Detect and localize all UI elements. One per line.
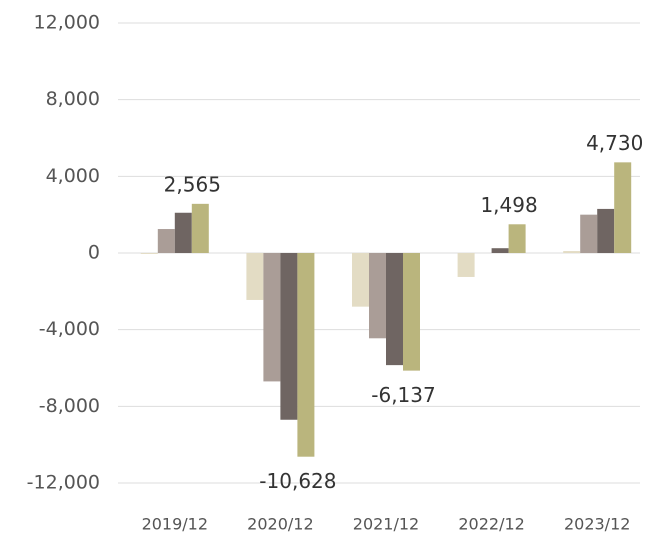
- bar: [140, 253, 158, 254]
- data-label: 1,498: [480, 193, 537, 217]
- bar: [246, 253, 264, 300]
- x-tick-label: 2023/12: [564, 515, 630, 534]
- bar: [563, 251, 581, 253]
- y-tick-label: 4,000: [46, 165, 100, 187]
- bar: [580, 214, 598, 253]
- bar: [597, 208, 615, 253]
- bar: [280, 253, 298, 420]
- x-tick-label: 2022/12: [458, 515, 524, 534]
- y-tick-label: -8,000: [39, 395, 100, 417]
- bar: [191, 203, 209, 253]
- data-label: 2,565: [164, 172, 221, 196]
- bar: [157, 229, 175, 253]
- bar: [297, 253, 315, 457]
- y-tick-label: -12,000: [27, 472, 100, 494]
- bar: [457, 253, 475, 277]
- x-tick-label: 2019/12: [142, 515, 208, 534]
- bar: [369, 253, 386, 339]
- data-label: -10,628: [259, 469, 336, 493]
- bar: [508, 224, 526, 253]
- y-tick-label: 12,000: [34, 12, 100, 34]
- bar: [491, 248, 509, 253]
- bar: [386, 253, 403, 366]
- bar: [403, 253, 420, 371]
- bar: [614, 162, 632, 253]
- y-tick-label: 8,000: [46, 88, 100, 110]
- bar: [263, 253, 281, 382]
- y-tick-label: -4,000: [39, 318, 100, 340]
- y-tick-label: 0: [88, 242, 100, 264]
- data-label: -6,137: [371, 383, 435, 407]
- x-tick-label: 2020/12: [247, 515, 313, 534]
- data-label: 4,730: [586, 131, 643, 155]
- x-tick-label: 2021/12: [353, 515, 419, 534]
- bar: [174, 212, 192, 253]
- bar: [352, 253, 369, 307]
